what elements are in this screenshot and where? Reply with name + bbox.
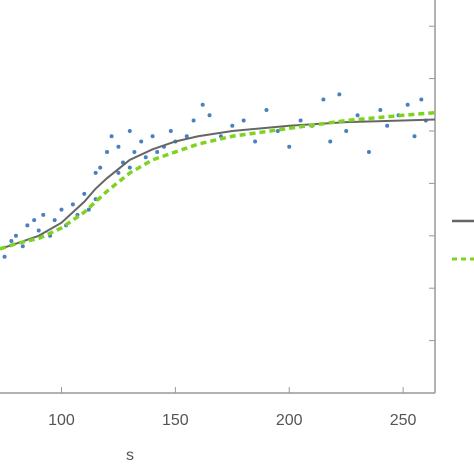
data-point [9, 239, 14, 244]
data-point [41, 212, 46, 217]
data-point [116, 144, 121, 149]
data-point [155, 149, 160, 154]
data-point [2, 254, 7, 259]
data-point [20, 244, 25, 249]
data-point [143, 155, 148, 160]
data-point [287, 144, 292, 149]
data-point [25, 223, 30, 228]
x-tick-label: 200 [276, 412, 303, 429]
data-point [385, 123, 390, 128]
data-point [412, 134, 417, 139]
data-point [86, 207, 91, 212]
data-point [127, 165, 132, 170]
data-point [184, 134, 189, 139]
data-point [241, 118, 246, 123]
data-point [127, 129, 132, 133]
data-point [116, 170, 121, 175]
data-point [59, 207, 64, 212]
data-point [82, 191, 87, 196]
data-point [337, 92, 342, 97]
curve [0, 118, 436, 250]
data-point [253, 139, 258, 144]
curve [0, 110, 436, 251]
data-point [139, 139, 144, 144]
data-point [191, 118, 196, 123]
data-point [298, 118, 303, 123]
data-point [105, 149, 110, 154]
x-tick-label: 150 [162, 412, 189, 429]
data-point [13, 233, 18, 238]
data-point [378, 108, 383, 113]
data-point [321, 97, 326, 102]
x-tick-label: 100 [48, 412, 75, 429]
data-point [419, 97, 424, 102]
data-point [275, 129, 280, 133]
data-point [200, 102, 205, 107]
data-point [52, 218, 57, 223]
data-point [150, 134, 155, 139]
data-point [32, 218, 37, 223]
data-point [344, 129, 349, 133]
data-point [70, 202, 75, 207]
data-point [93, 170, 98, 175]
data-point [264, 108, 269, 113]
data-point [168, 129, 173, 133]
data-point [366, 149, 371, 154]
data-point [207, 113, 212, 118]
data-point [109, 134, 114, 139]
data-point [36, 228, 41, 233]
data-point [405, 102, 410, 107]
x-tick-label: 250 [390, 412, 417, 429]
data-point [355, 113, 360, 118]
data-point [98, 165, 103, 170]
x-axis-label: s [126, 447, 134, 464]
data-point [132, 149, 137, 154]
data-point [230, 123, 235, 128]
data-point [328, 139, 333, 144]
